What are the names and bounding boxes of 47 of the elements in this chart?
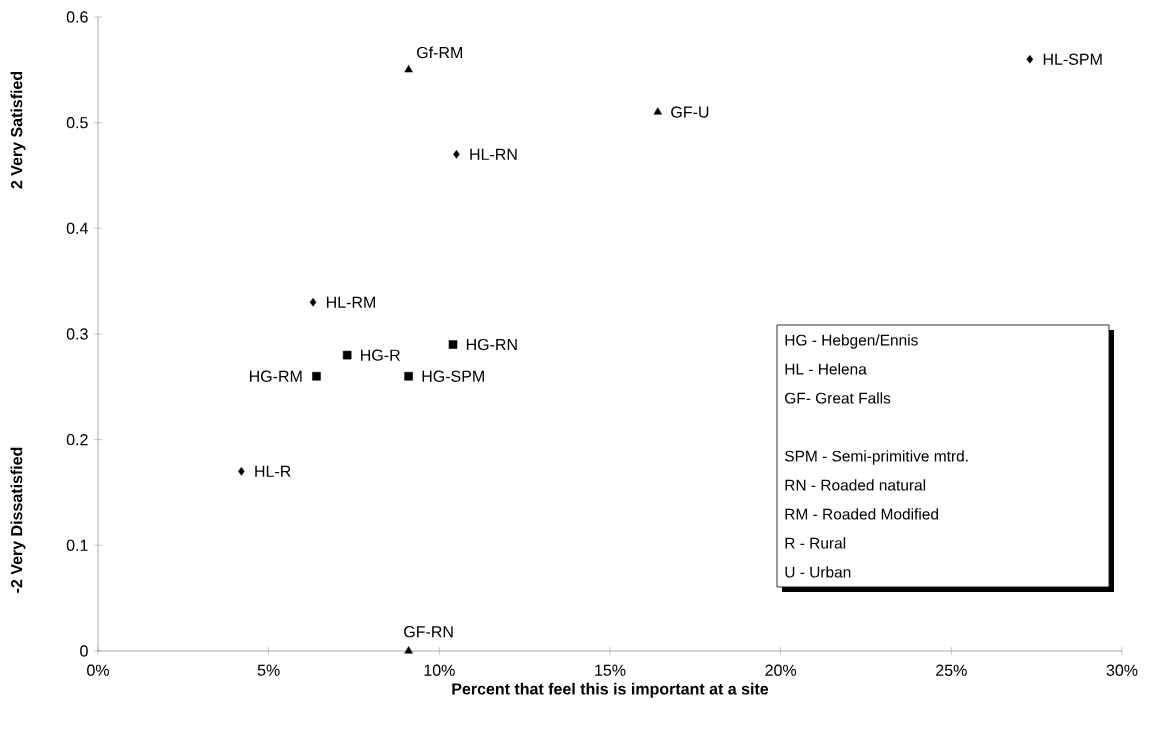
annotation: RN - Roaded natural xyxy=(785,479,926,491)
x-tick-label: 30% xyxy=(1106,664,1138,676)
point xyxy=(309,298,317,307)
point xyxy=(238,467,245,476)
y-tick-label: 0.6 xyxy=(66,11,88,23)
annotation: HG - Hebgen/Ennis xyxy=(785,334,918,349)
annotation: GF-U xyxy=(671,106,709,118)
y-tick-label: 0.2 xyxy=(66,433,88,446)
x-tick-label: 15% xyxy=(595,664,626,676)
annotation: HG-RN xyxy=(466,338,517,351)
annotation: GF-RN xyxy=(404,626,453,638)
annotation: HL-R xyxy=(255,465,291,477)
point xyxy=(404,65,413,73)
point xyxy=(404,646,413,654)
point xyxy=(404,371,413,381)
x-tick-label: 5% xyxy=(257,664,280,676)
point xyxy=(342,350,352,360)
annotation: Gf-RM xyxy=(417,46,462,59)
point xyxy=(653,107,662,115)
annotation: HL - Helena xyxy=(785,363,867,375)
y-tick-label: 0 xyxy=(80,645,88,657)
point xyxy=(1026,54,1034,64)
annotation: HL-RN xyxy=(470,148,517,160)
annotation: GF- Great Falls xyxy=(785,392,891,404)
point xyxy=(312,371,321,381)
x-tick-label: 10% xyxy=(424,664,455,676)
annotation: HG-RM xyxy=(249,370,302,382)
annotation: HL-RM xyxy=(326,296,375,308)
y-tick-label: 0.3 xyxy=(66,328,88,340)
x-tick-label: 25% xyxy=(936,664,967,676)
y-axis-title: 2 Very Satisfied xyxy=(10,71,26,189)
annotation: HG-R xyxy=(361,349,400,361)
point xyxy=(448,340,458,349)
annotation: RM - Roaded Modified xyxy=(785,508,938,520)
x-tick-label: 0% xyxy=(87,664,109,676)
annotation: R - Rural xyxy=(785,537,846,549)
annotation: HL-SPM xyxy=(1043,53,1102,65)
annotation: U - Urban xyxy=(785,566,851,578)
point xyxy=(453,150,460,159)
y-tick-label: 0.4 xyxy=(66,222,88,234)
annotation: HG-SPM xyxy=(422,370,484,382)
x-axis-title: Percent that feel this is important at a site xyxy=(452,682,769,698)
x-tick-label: 20% xyxy=(765,664,797,676)
text: -2 Very Dissatisfied xyxy=(10,447,26,593)
annotation: SPM - Semi-primitive mtrd. xyxy=(784,450,968,465)
y-tick-label: 0.1 xyxy=(66,539,88,551)
y-tick-label: 0.5 xyxy=(66,117,88,129)
